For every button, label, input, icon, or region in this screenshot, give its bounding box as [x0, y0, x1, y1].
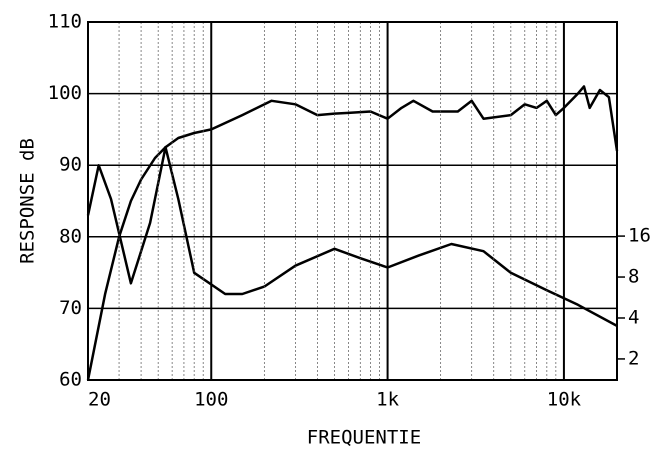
- x-tick-label: 100: [194, 389, 228, 411]
- x-tick-label: 10k: [547, 389, 582, 411]
- y-axis-label: RESPONSE dB: [17, 138, 39, 264]
- x-axis-label: FREQUENTIE: [307, 427, 421, 449]
- x-tick-label: 20: [88, 389, 111, 411]
- y2-tick-label: 2: [628, 347, 639, 369]
- x-tick-label: 1k: [376, 389, 399, 411]
- y-tick-label: 110: [48, 11, 82, 33]
- series-line: [86, 145, 618, 328]
- plot-frame: [87, 21, 618, 381]
- y-tick-label: 80: [59, 225, 82, 247]
- y2-tick-label: 4: [628, 306, 639, 328]
- y2-tick-label: 8: [628, 266, 639, 288]
- y-tick-label: 70: [59, 297, 82, 319]
- y-tick-label: 90: [59, 154, 82, 176]
- series-line: [86, 85, 619, 381]
- y-tick-label: 100: [48, 82, 82, 104]
- y-tick-label: 60: [59, 369, 82, 391]
- y2-tick-label: 16: [628, 225, 651, 247]
